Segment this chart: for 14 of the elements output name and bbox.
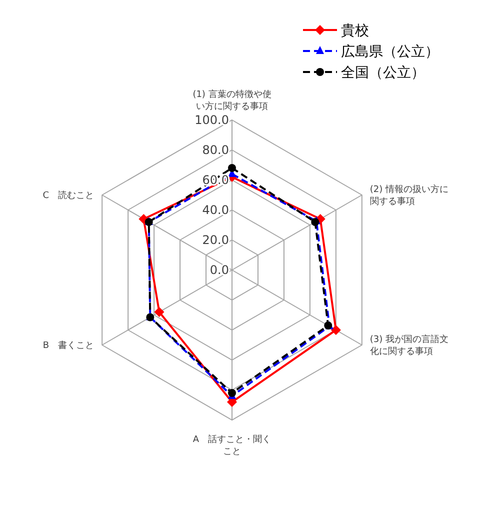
spoke-label: A 話すこと・聞くこと [192,434,272,457]
y-tick-label: 0.0 [210,263,229,277]
legend-label: 全国（公立） [341,65,425,81]
y-tick-label: 20.0 [202,233,229,247]
legend-label: 広島県（公立） [341,44,439,60]
spoke-label: C 読むこと [42,190,94,201]
y-tick-label: 40.0 [202,203,229,217]
legend-label: 貴校 [341,23,369,39]
y-tick-label: 80.0 [202,143,229,157]
spoke-label: (1) 言葉の特徴や使い方に関する事項 [192,89,272,112]
spoke-label: (2) 情報の扱い方に関する事項 [370,184,449,207]
spoke-label: B 書くこと [42,340,94,351]
y-tick-label: 100.0 [194,113,229,127]
spoke-label: (3) 我が国の言語文化に関する事項 [370,334,449,357]
